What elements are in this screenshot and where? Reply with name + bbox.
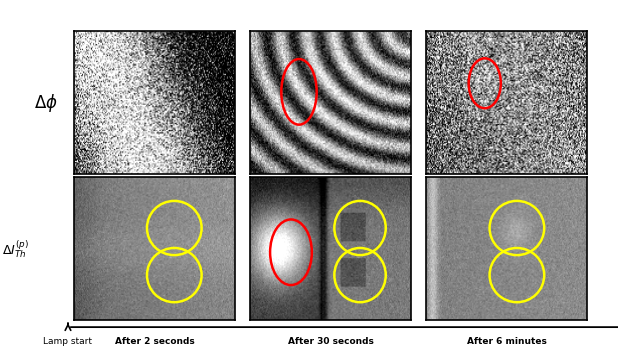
Text: After 6 minutes: After 6 minutes xyxy=(467,338,547,346)
Text: Lamp start: Lamp start xyxy=(43,337,93,346)
Text: $\Delta\phi$: $\Delta\phi$ xyxy=(35,92,58,114)
Text: After 30 seconds: After 30 seconds xyxy=(288,338,373,346)
Text: $\Delta I_{Th}^{(p)}$: $\Delta I_{Th}^{(p)}$ xyxy=(2,238,29,260)
Text: After 2 seconds: After 2 seconds xyxy=(114,338,195,346)
